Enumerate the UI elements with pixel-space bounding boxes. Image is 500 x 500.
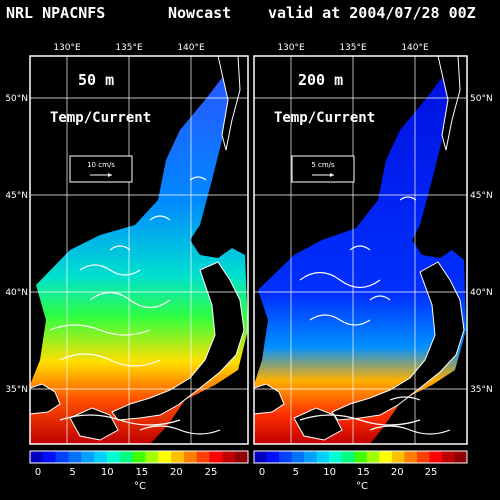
reference-vector-right: 5 cm/s — [291, 155, 355, 183]
korea-peninsula — [254, 383, 285, 415]
lat-label-35n-right: 35°N — [470, 385, 493, 395]
colorbar-swatch — [316, 451, 330, 463]
lat-label-35n-left: 35°N — [5, 385, 28, 395]
lon-label-140e-right: 140°E — [401, 43, 429, 53]
colorbar-tick-label: 15 — [357, 467, 370, 478]
sakhalin — [437, 56, 461, 151]
colorbar-swatch — [183, 451, 198, 463]
lon-label-140e-left: 140°E — [177, 43, 205, 53]
colorbar-swatch — [279, 451, 293, 463]
panel-50m — [30, 56, 248, 444]
colorbar-swatch — [106, 451, 121, 463]
korea-peninsula — [30, 383, 61, 415]
colorbar-unit-left: °C — [134, 481, 146, 492]
colorbar-tick-label: 25 — [205, 467, 218, 478]
colorbar-swatch — [254, 451, 268, 463]
colorbar-swatch — [291, 451, 305, 463]
lon-label-130e-right: 130°E — [277, 43, 305, 53]
colorbar-swatch — [81, 451, 95, 463]
colorbar-swatch — [55, 451, 69, 463]
lat-label-50n-left: 50°N — [5, 94, 28, 104]
ref-vector-label-left: 10 cm/s — [87, 161, 115, 169]
ref-vector-label-right: 5 cm/s — [311, 161, 335, 169]
honshu-landmass — [331, 261, 465, 421]
panel-200m — [254, 56, 467, 444]
lat-label-40n-left: 40°N — [5, 288, 28, 298]
colorbar-swatch — [132, 451, 146, 463]
colorbar-swatch — [404, 451, 418, 463]
model-title: NRL NPACNFS — [6, 4, 106, 22]
colorbar-swatch — [391, 451, 405, 463]
colorbar-swatch — [158, 451, 172, 463]
lat-label-50n-right: 50°N — [470, 94, 493, 104]
colorbar-swatch — [222, 451, 236, 463]
lon-label-130e-left: 130°E — [53, 43, 81, 53]
lon-label-135e-right: 135°E — [339, 43, 367, 53]
colorbar-swatch — [119, 451, 134, 463]
colorbar-tick-label: 5 — [69, 467, 75, 478]
colorbar-frame — [29, 450, 249, 464]
sea-temperature-field-200m — [254, 70, 466, 444]
lat-label-45n-right: 45°N — [470, 191, 493, 201]
depth-label-left: 50 m — [78, 71, 114, 89]
depth-label-right: 200 m — [298, 71, 343, 89]
colorbar-swatch — [304, 451, 318, 463]
colorbar-swatch — [329, 451, 343, 463]
colorbar-tick-label: 20 — [170, 467, 183, 478]
honshu-landmass — [111, 261, 245, 421]
valid-time: valid at 2004/07/28 00Z — [268, 4, 476, 22]
colorbar-swatch — [171, 451, 185, 463]
colorbar-swatch — [68, 451, 82, 463]
colorbar-swatch — [441, 451, 455, 463]
field-label-right: Temp/Current — [274, 110, 375, 126]
lat-label-45n-left: 45°N — [5, 191, 28, 201]
colorbar-tick-label: 5 — [293, 467, 299, 478]
colorbar-swatch — [416, 451, 430, 463]
colorbar-ticks-right: 0 5 10 15 20 25 — [259, 467, 438, 478]
colorbar-swatch — [235, 451, 249, 463]
colorbar-right — [253, 450, 468, 464]
colorbar-swatch — [354, 451, 368, 463]
colorbar-swatch — [429, 451, 443, 463]
lon-label-135e-left: 135°E — [115, 43, 143, 53]
colorbar-swatch — [94, 451, 108, 463]
colorbar-unit-right: °C — [356, 481, 368, 492]
colorbar-tick-label: 0 — [259, 467, 265, 478]
field-label-left: Temp/Current — [50, 110, 151, 126]
colorbar-tick-label: 20 — [391, 467, 404, 478]
left-panel-frame — [29, 55, 249, 445]
colorbar-tick-label: 0 — [35, 467, 41, 478]
sea-temperature-field-50m — [30, 70, 248, 444]
graticule — [30, 56, 467, 444]
nowcast-label: Nowcast — [168, 4, 232, 22]
colorbar-swatch — [30, 451, 44, 463]
colorbar-frame — [253, 450, 468, 464]
colorbar-swatch — [145, 451, 159, 463]
colorbar-tick-label: 10 — [323, 467, 336, 478]
lat-label-40n-right: 40°N — [470, 288, 493, 298]
right-panel-frame — [253, 55, 468, 445]
colorbar-swatch — [209, 451, 223, 463]
colorbar-swatch — [379, 451, 393, 463]
colorbar-swatch — [341, 451, 355, 463]
sakhalin — [217, 56, 241, 151]
colorbar-left — [29, 450, 249, 464]
colorbar-swatch — [266, 451, 280, 463]
colorbar-tick-label: 15 — [135, 467, 148, 478]
current-vectors — [49, 176, 451, 435]
colorbar-swatch — [196, 451, 211, 463]
colorbar-tick-label: 10 — [101, 467, 114, 478]
colorbar-swatch — [42, 451, 57, 463]
colorbar-ticks-left: 0 5 10 15 20 25 — [35, 467, 218, 478]
reference-vector-left: 10 cm/s — [69, 155, 133, 183]
colorbar-swatch — [454, 451, 468, 463]
colorbar-tick-label: 25 — [425, 467, 438, 478]
kyushu-shikoku — [293, 407, 343, 441]
colorbar-swatch — [366, 451, 380, 463]
